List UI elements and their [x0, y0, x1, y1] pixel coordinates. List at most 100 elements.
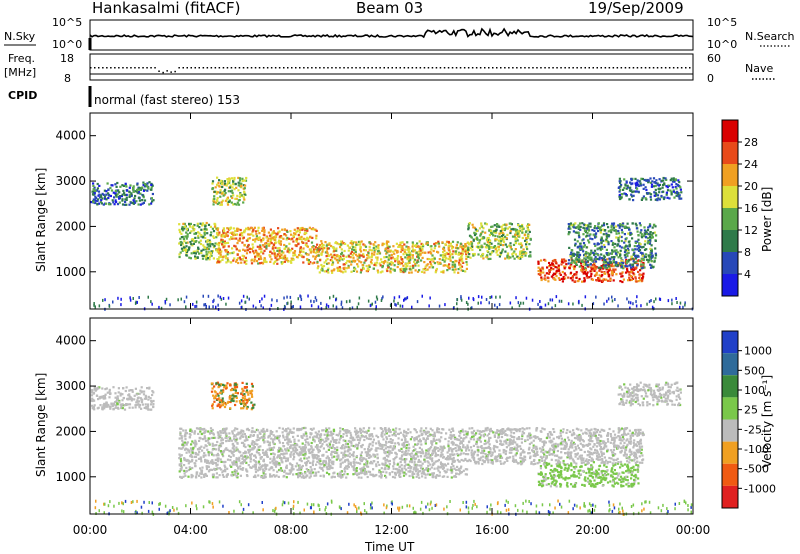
data-cell	[675, 183, 678, 186]
data-cell	[308, 262, 311, 265]
data-cell	[293, 438, 296, 441]
data-cell	[215, 190, 218, 193]
data-cell	[406, 241, 409, 244]
clutter-cell	[102, 298, 104, 302]
data-cell	[488, 247, 491, 250]
data-cell	[443, 256, 446, 259]
data-cell	[116, 203, 120, 206]
data-cell	[386, 250, 390, 253]
data-cell	[635, 280, 638, 283]
data-cell	[387, 440, 391, 444]
data-cell	[626, 265, 629, 268]
data-cell	[582, 245, 585, 248]
data-cell	[210, 431, 213, 434]
data-cell	[307, 448, 310, 451]
data-cell	[229, 184, 232, 187]
data-cell	[632, 253, 635, 256]
data-cell	[147, 187, 150, 190]
data-cell	[402, 269, 406, 272]
data-cell	[627, 279, 630, 282]
clutter-cell	[215, 305, 217, 309]
data-cell	[676, 191, 679, 195]
data-cell	[368, 264, 371, 267]
data-cell	[460, 449, 463, 452]
data-cell	[226, 257, 229, 260]
data-cell	[271, 466, 274, 469]
data-cell	[355, 241, 358, 244]
data-cell	[643, 266, 646, 269]
data-cell	[232, 194, 235, 197]
data-cell	[293, 455, 296, 459]
data-cell	[506, 233, 509, 236]
data-cell	[257, 237, 260, 241]
frequency-sample	[138, 67, 140, 69]
data-cell	[121, 399, 124, 402]
data-cell	[313, 435, 316, 438]
data-cell	[411, 456, 414, 460]
data-cell	[378, 251, 381, 254]
data-cell	[239, 193, 242, 196]
data-cell	[204, 256, 207, 259]
data-cell	[272, 455, 275, 459]
clutter-cell	[248, 297, 250, 301]
data-cell	[119, 185, 122, 188]
data-cell	[665, 191, 668, 194]
clutter-cell	[325, 306, 327, 310]
data-cell	[300, 238, 303, 241]
data-cell	[204, 439, 207, 443]
beam-label: Beam 03	[356, 0, 423, 17]
data-cell	[353, 458, 356, 461]
data-cell	[628, 276, 631, 279]
data-cell	[109, 407, 112, 410]
clutter-cell	[511, 306, 513, 310]
data-cell	[151, 200, 154, 203]
data-cell	[615, 232, 618, 235]
data-cell	[229, 261, 232, 264]
data-cell	[307, 449, 311, 452]
data-cell	[623, 225, 626, 228]
clutter-cell	[603, 302, 605, 306]
data-cell	[576, 259, 579, 263]
data-cell	[632, 260, 635, 263]
data-cell	[649, 224, 652, 227]
data-cell	[119, 392, 122, 395]
data-cell	[379, 427, 382, 430]
data-cell	[337, 434, 340, 437]
data-cell	[362, 255, 365, 258]
data-cell	[194, 257, 197, 260]
frequency-sample	[431, 67, 434, 69]
data-cell	[234, 245, 237, 248]
data-cell	[107, 403, 110, 406]
data-cell	[394, 456, 397, 460]
data-cell	[634, 254, 637, 258]
data-cell	[260, 240, 263, 243]
data-cell	[592, 233, 595, 236]
data-cell	[143, 199, 147, 202]
data-cell	[662, 179, 665, 182]
data-cell	[116, 406, 119, 409]
data-cell	[150, 197, 153, 200]
data-cell	[255, 259, 259, 263]
data-cell	[626, 269, 629, 273]
data-cell	[298, 231, 301, 234]
data-cell	[520, 250, 523, 253]
data-cell	[634, 277, 637, 280]
noise-left-tick-top: 10^5	[52, 16, 82, 29]
data-cell	[632, 268, 636, 271]
data-cell	[314, 257, 317, 261]
data-cell	[226, 196, 229, 199]
data-cell	[677, 179, 680, 182]
data-cell	[497, 242, 500, 245]
data-cell	[230, 195, 233, 198]
data-cell	[455, 260, 458, 263]
data-cell	[224, 254, 227, 257]
data-cell	[302, 476, 305, 479]
data-cell	[123, 203, 126, 206]
data-cell	[212, 230, 216, 233]
data-cell	[548, 269, 551, 272]
data-cell	[389, 450, 392, 453]
data-cell	[430, 248, 433, 251]
data-cell	[388, 245, 391, 248]
data-cell	[495, 231, 498, 234]
data-cell	[458, 257, 461, 260]
